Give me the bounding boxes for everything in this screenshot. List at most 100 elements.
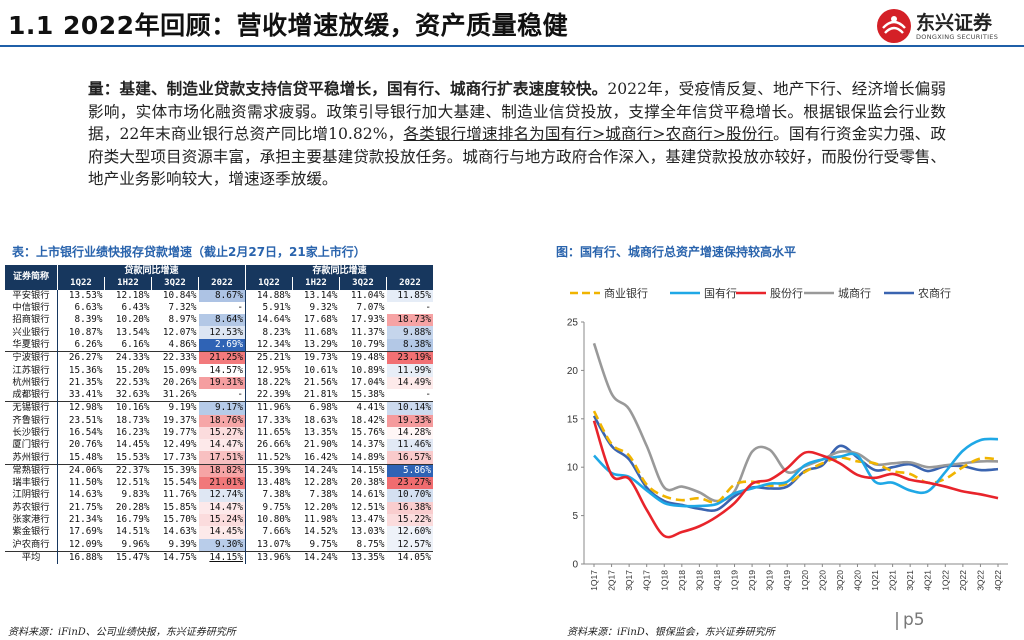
value-cell: 14.63% [57, 489, 105, 502]
value-cell: 22.33% [151, 351, 199, 365]
period-header: 2022 [198, 277, 246, 290]
value-cell: 16.79% [115, 514, 150, 526]
value-cell: 13.03% [350, 526, 385, 538]
value-cell: 14.45% [115, 439, 150, 451]
table-row: 招商银行 8.39% 10.20% 8.97% 8.64% 14.64% 17.68% 17.… [5, 314, 433, 327]
page-title: 1.1 2022年回顾：营收增速放缓，资产质量稳健 [8, 11, 569, 40]
brand-name: 东兴证券 [916, 12, 993, 34]
table-row: 无锡银行 12.98% 10.16% 9.19% 9.17% 11.96% 6.98% 4.4… [5, 401, 433, 415]
value-cell: 16.57% [386, 451, 433, 465]
value-cell: 14.15% [198, 550, 246, 565]
value-cell: 18.42% [350, 414, 385, 426]
period-header: 1H22 [104, 277, 152, 290]
value-cell: 11.50% [57, 477, 105, 490]
x-tick-label: 4Q17 [642, 570, 652, 591]
x-tick-label: 1Q18 [659, 570, 669, 591]
value-cell: 20.76% [57, 439, 105, 452]
paragraph-lead: 量：基建、制造业贷款支持信贷平稳增长，国有行、城商行扩表速度较快。 [88, 79, 608, 98]
value-cell: 21.34% [57, 513, 105, 527]
y-tick-label: 10 [567, 463, 579, 474]
value-cell: 17.51% [198, 451, 246, 465]
value-cell: 17.68% [303, 314, 338, 326]
value-cell: 5.86% [386, 463, 433, 478]
value-cell: 19.31% [198, 376, 246, 389]
chart-legend: 商业银行 国有行 股份行 城商行 农商行 [570, 286, 951, 300]
value-cell: 11.85% [386, 289, 433, 302]
brand-subtitle: DONGXING SECURITIES [916, 33, 999, 41]
value-cell: 12.51% [115, 477, 150, 489]
table-row: 兴业银行 10.87% 13.54% 12.07% 12.53% 8.23% 11.68% 1… [5, 326, 433, 339]
page-number-divider [896, 612, 898, 630]
value-cell: 7.07% [356, 302, 385, 314]
x-tick-label: 2Q20 [817, 570, 827, 591]
value-cell: 14.75% [151, 550, 199, 565]
value-cell: 13.35% [339, 550, 387, 565]
value-cell: 12.53% [198, 326, 246, 339]
bank-name-cell: 无锡银行 [5, 401, 58, 415]
value-cell: 14.45% [198, 526, 246, 539]
value-cell: 10.84% [162, 289, 197, 301]
legend-label: 城商行 [838, 286, 871, 300]
bank-name-cell: 江阴银行 [12, 489, 50, 501]
value-cell: 15.76% [350, 427, 385, 438]
legend-label: 股份行 [770, 287, 803, 300]
x-tick-label: 3Q18 [694, 570, 704, 591]
value-cell: 23.51% [57, 414, 105, 427]
value-cell: 17.93% [350, 314, 385, 326]
value-cell: 15.20% [115, 364, 150, 376]
bank-name-cell: 兴业银行 [12, 326, 50, 338]
table-row: 张家港行 21.34% 16.79% 15.70% 15.24% 10.80% 11.98%… [5, 513, 433, 527]
value-cell: 9.75% [309, 538, 338, 550]
table-row: 常熟银行 24.06% 22.37% 15.39% 18.82% 15.39% 14.24%… [5, 463, 433, 478]
table-body: 平安银行 13.53% 12.18% 10.84% 8.67% 14.88% 13.14% 1… [5, 289, 433, 565]
value-cell: 13.29% [303, 338, 338, 350]
period-header: 1Q22 [57, 277, 105, 290]
value-cell: 15.36% [57, 364, 105, 377]
x-tick-label: 4Q19 [782, 570, 792, 591]
value-cell: 9.39% [168, 538, 197, 550]
value-cell: 32.63% [115, 389, 150, 401]
legend-label: 农商行 [918, 286, 951, 300]
value-cell: 8.39% [57, 314, 105, 327]
table-row: 紫金银行 17.69% 14.51% 14.63% 14.45% 7.66% 14.52% 1… [5, 526, 433, 539]
value-cell: 14.15% [339, 463, 387, 478]
value-cell: 22.37% [104, 463, 152, 478]
bank-name-cell: 平均 [5, 550, 58, 565]
value-cell: 15.54% [162, 477, 197, 489]
table-row: 齐鲁银行 23.51% 18.73% 19.37% 18.76% 17.33% 18.63%… [5, 414, 433, 427]
value-cell: - [237, 302, 243, 314]
value-cell: 8.67% [198, 289, 246, 302]
value-cell: 25.21% [245, 351, 293, 365]
value-cell: 13.53% [57, 289, 105, 302]
value-cell: 14.51% [115, 526, 150, 538]
value-cell: 18.22% [245, 376, 293, 389]
value-cell: 13.47% [350, 514, 385, 526]
value-cell: 12.18% [115, 289, 150, 301]
x-tick-label: 3Q22 [975, 570, 985, 591]
y-tick-label: 5 [572, 511, 578, 522]
x-tick-label: 4Q21 [923, 570, 933, 591]
legend-label: 国有行 [704, 286, 737, 300]
value-cell: 4.41% [339, 401, 387, 415]
x-tick-label: 3Q17 [624, 570, 634, 591]
value-cell: 14.61% [350, 489, 385, 501]
value-cell: 14.24% [292, 550, 340, 565]
value-cell: 11.98% [303, 514, 338, 526]
value-cell: 12.57% [386, 538, 433, 552]
value-cell: 16.23% [115, 427, 150, 438]
value-cell: 13.07% [245, 538, 293, 552]
value-cell: 17.04% [350, 376, 385, 388]
legend-label: 商业银行 [604, 286, 648, 300]
dongxing-logo-icon [877, 9, 911, 43]
table-row: 中信银行 6.63% 6.43% 7.32% -5.91% 9.32% 7.07% - [5, 301, 433, 315]
value-cell: 17.33% [245, 414, 293, 427]
value-cell: 21.01% [198, 477, 246, 490]
y-tick-label: 15 [567, 414, 579, 425]
value-cell: 6.98% [292, 401, 340, 415]
value-cell: 11.37% [350, 326, 385, 338]
table-row: 杭州银行 21.35% 22.53% 20.26% 19.31% 18.22% 21.56%… [5, 376, 433, 389]
bank-name-cell: 华夏银行 [12, 338, 50, 350]
table-row: 平均 16.88% 15.47% 14.75% 14.15% 13.96% 14.24% 13… [5, 550, 433, 565]
value-cell: 10.89% [350, 364, 385, 376]
bank-name-cell: 苏州银行 [12, 451, 50, 463]
